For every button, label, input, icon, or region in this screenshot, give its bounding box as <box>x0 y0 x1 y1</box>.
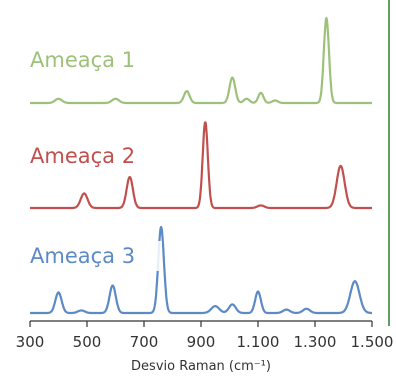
series-layer <box>29 16 373 315</box>
series-label-1: Ameaça 1 <box>30 48 135 72</box>
x-tick-label-3: 700 <box>130 333 159 351</box>
x-axis-title: Desvio Raman (cm⁻¹) <box>131 359 271 374</box>
x-tick-label-1: 300 <box>16 333 45 351</box>
series-label-bg-1 <box>24 45 162 75</box>
series-label-bg-3 <box>24 241 162 271</box>
series-label-bg-2 <box>24 141 162 171</box>
series-label-3: Ameaça 3 <box>30 244 135 268</box>
series-label-2: Ameaça 2 <box>30 144 135 168</box>
series-line-3 <box>29 225 373 315</box>
series-labels-layer: Ameaça 1 Ameaça 2 Ameaça 3 <box>24 45 162 271</box>
x-tick-label-6: 1.300 <box>294 333 337 351</box>
x-axis-ticks: 300 500 700 900 1.100 1.300 1.500 <box>16 321 394 351</box>
x-tick-label-5: 1.100 <box>237 333 280 351</box>
x-tick-label-7: 1.500 <box>351 333 394 351</box>
series-line-2 <box>29 121 373 210</box>
x-tick-label-4: 900 <box>187 333 216 351</box>
x-tick-label-2: 500 <box>73 333 102 351</box>
series-line-1 <box>29 16 373 105</box>
